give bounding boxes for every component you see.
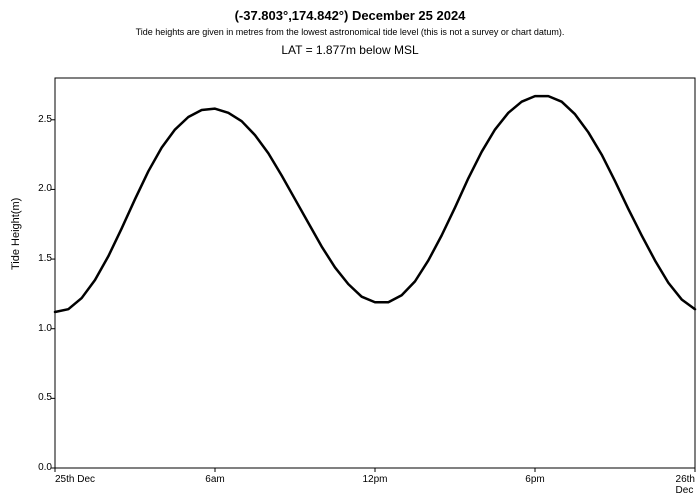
y-tick-label: 2.5 (22, 114, 52, 125)
y-tick-label: 1.5 (22, 253, 52, 264)
x-tick-label: 6am (205, 474, 224, 485)
line-chart-svg (55, 78, 695, 468)
x-tick-label: 25th Dec (55, 474, 95, 485)
chart-subtitle: Tide heights are given in metres from th… (0, 27, 700, 37)
y-tick-label: 0.5 (22, 392, 52, 403)
x-tick-label: 26th Dec (676, 474, 695, 496)
y-tick-label: 2.0 (22, 183, 52, 194)
y-axis-label: Tide Height(m) (10, 198, 22, 270)
chart-title: (-37.803°,174.842°) December 25 2024 (0, 8, 700, 23)
chart-header: (-37.803°,174.842°) December 25 2024 Tid… (0, 0, 700, 57)
x-tick-label: 6pm (525, 474, 544, 485)
chart-plot-area (55, 78, 695, 468)
x-tick-label: 12pm (362, 474, 387, 485)
y-tick-label: 1.0 (22, 323, 52, 334)
y-tick-label: 0.0 (22, 462, 52, 473)
chart-lat-note: LAT = 1.877m below MSL (0, 43, 700, 57)
